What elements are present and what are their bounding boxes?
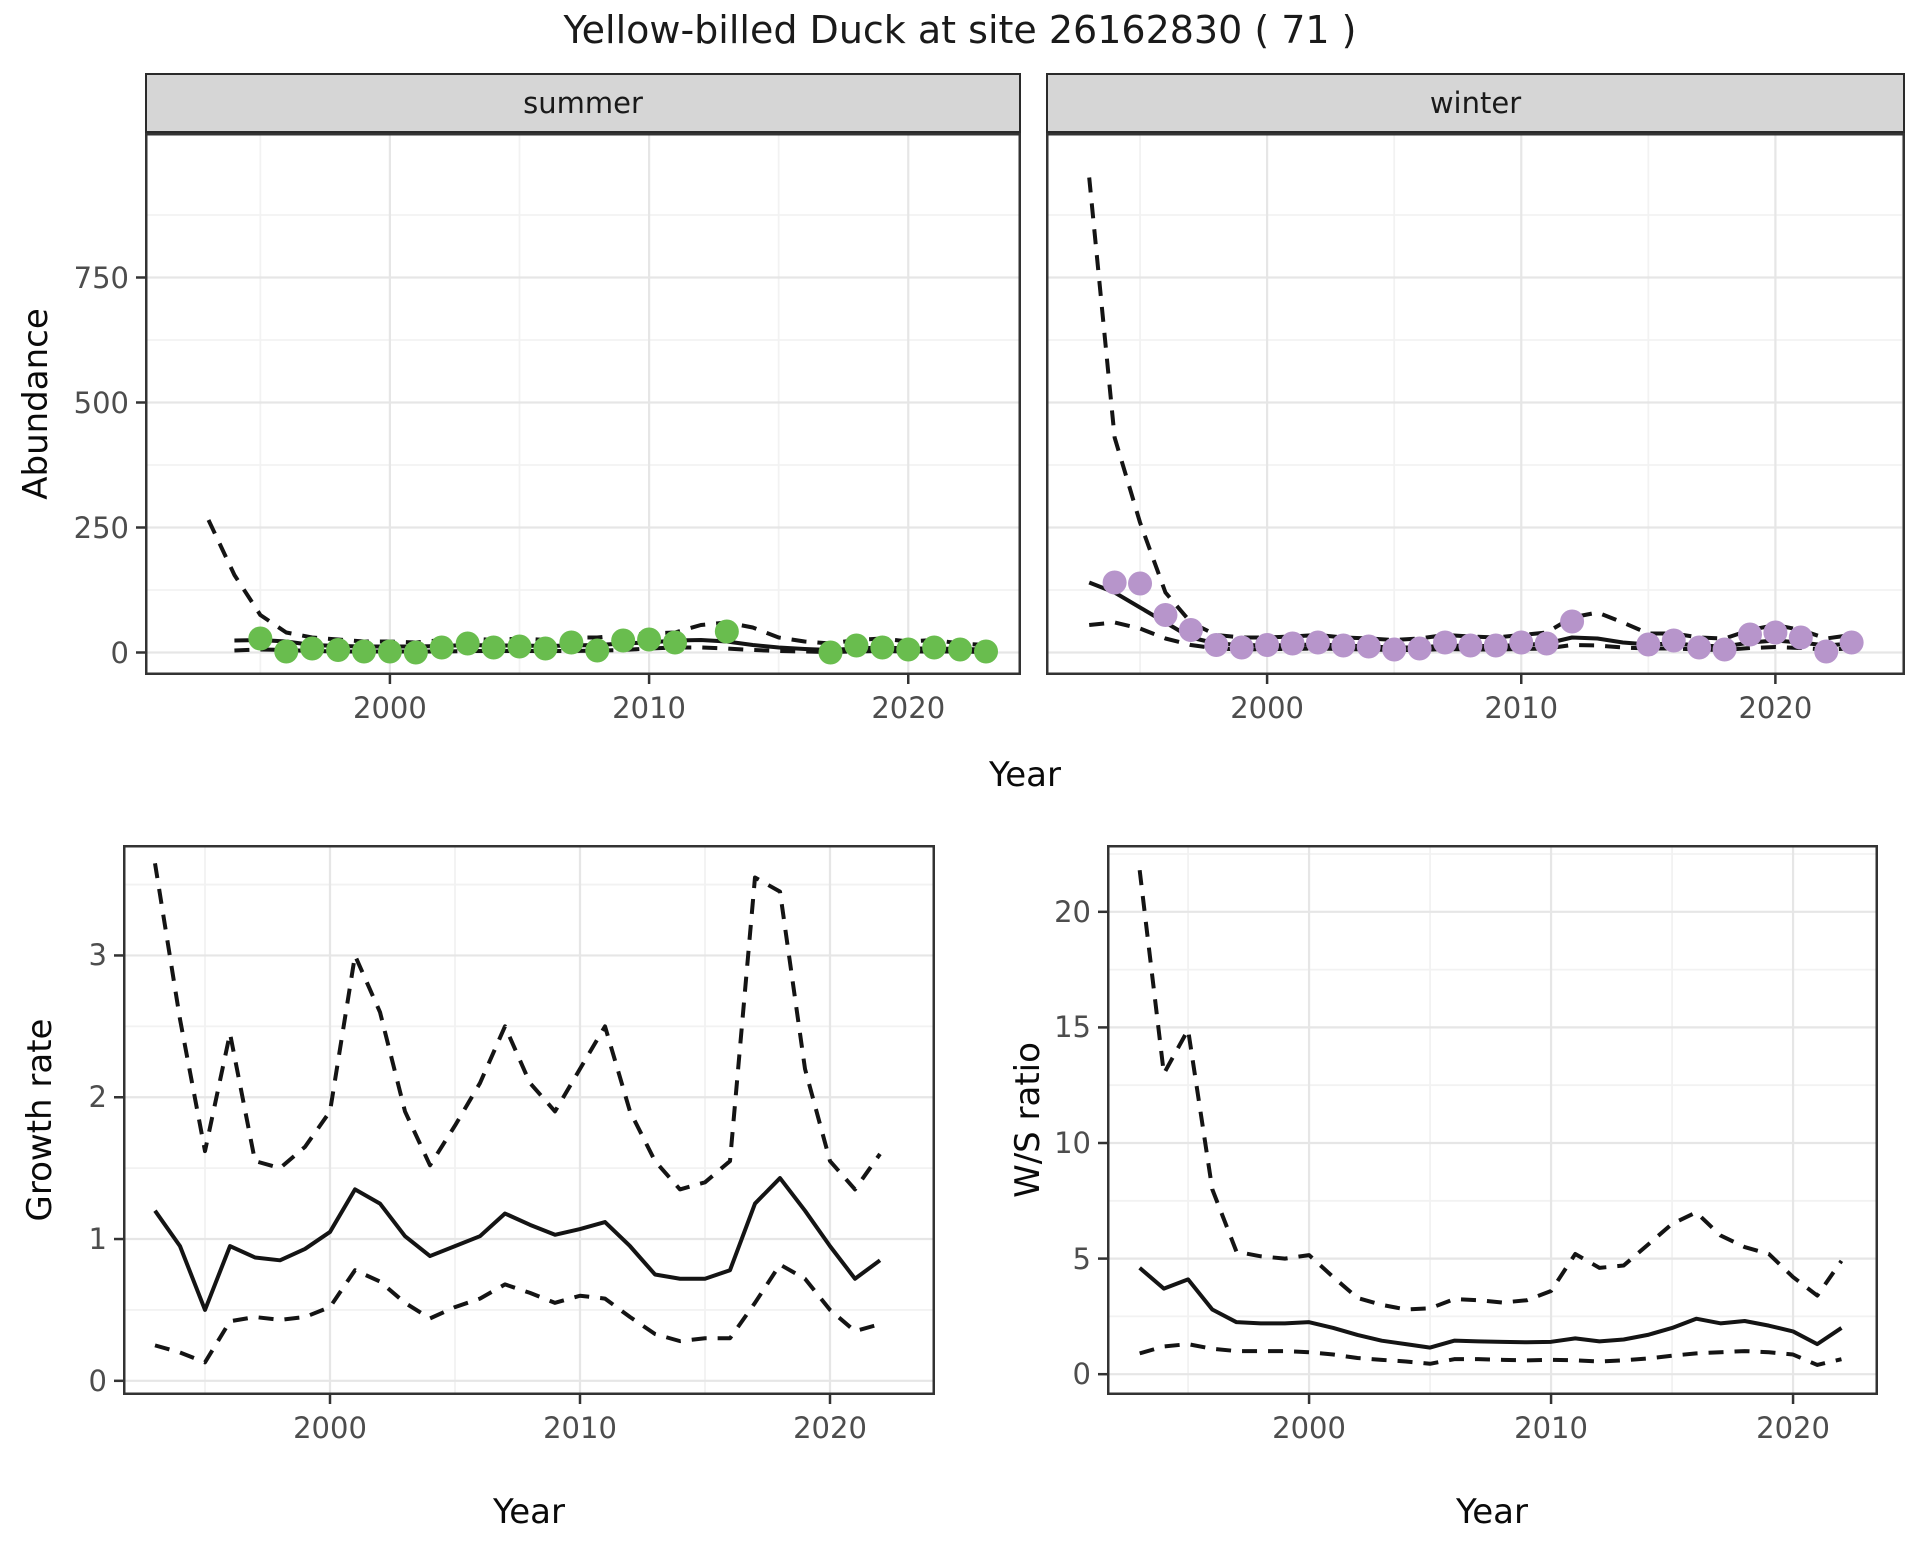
facet-strip-summer-label: summer <box>523 86 643 120</box>
tick-label: 3 <box>88 938 107 973</box>
tick-label: 750 <box>73 260 129 295</box>
panel-growth-rate: 2000 2010 2020 0 1 2 3 <box>89 845 935 1445</box>
tick-label: 2010 <box>543 1411 617 1445</box>
facet-strip-winter-label: winter <box>1429 86 1522 120</box>
tick-label: 2020 <box>793 1411 867 1445</box>
tick-label: 5 <box>1072 1241 1091 1276</box>
tick-label: 0 <box>110 635 129 670</box>
tick-label: 2020 <box>1756 1411 1830 1445</box>
chart-title: Yellow-billed Duck at site 26162830 ( 71… <box>563 8 1357 52</box>
panel-abundance-winter: 2000 2010 2020 <box>1046 133 1905 725</box>
facet-strip-winter: winter <box>1046 73 1905 133</box>
tick-label: 10 <box>1054 1126 1091 1160</box>
tick-label: 1 <box>88 1222 107 1257</box>
tick-label: 2010 <box>1514 1411 1588 1445</box>
tick-label: 2020 <box>1738 691 1813 725</box>
y-axis-title-ws-ratio: W/S ratio <box>1008 1042 1048 1198</box>
tick-label: 2000 <box>353 691 427 725</box>
tick-label: 250 <box>73 510 129 545</box>
tick-label: 2020 <box>871 691 946 725</box>
y-axis-title-abundance: Abundance <box>16 308 56 500</box>
ws-ratio-chart <box>1098 845 1878 1404</box>
tick-label: 2010 <box>612 691 686 725</box>
y-axis-title-growth-rate: Growth rate <box>20 1018 60 1222</box>
growth-rate-chart <box>114 845 935 1404</box>
facet-strip-summer: summer <box>145 73 1021 133</box>
tick-label: 2000 <box>1230 691 1304 725</box>
tick-label: 2000 <box>1272 1411 1346 1445</box>
abundance-winter-chart <box>1046 133 1905 684</box>
tick-label: 500 <box>73 385 129 420</box>
panel-abundance-summer: 2000 2010 2020 0 250 500 750 <box>74 133 1021 725</box>
tick-label: 2010 <box>1484 691 1559 725</box>
x-axis-title-year-right: Year <box>1456 1492 1528 1532</box>
tick-label: 2 <box>88 1080 107 1115</box>
tick-label: 2000 <box>293 1411 367 1445</box>
x-axis-title-year-top: Year <box>989 755 1061 795</box>
x-axis-title-year-left: Year <box>493 1492 565 1532</box>
tick-label: 15 <box>1054 1010 1091 1045</box>
panel-ws-ratio: 2000 2010 2020 0 5 10 15 20 <box>1054 845 1878 1445</box>
tick-label: 0 <box>88 1363 107 1398</box>
abundance-summer-chart <box>136 133 1021 684</box>
tick-label: 20 <box>1054 894 1091 929</box>
tick-label: 0 <box>1072 1357 1091 1392</box>
